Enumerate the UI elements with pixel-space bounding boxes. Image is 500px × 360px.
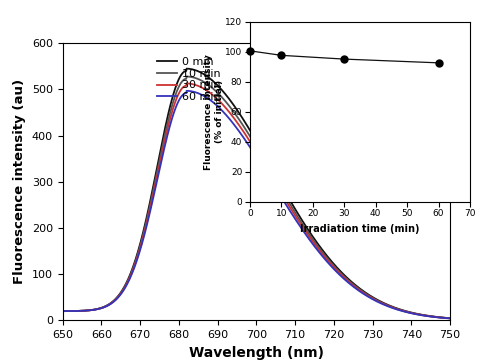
Legend: 0 min, 10 min, 30 min, 60 min: 0 min, 10 min, 30 min, 60 min bbox=[157, 57, 220, 102]
10 min bbox=[326, 258, 332, 262]
X-axis label: Irradiation time (min): Irradiation time (min) bbox=[300, 224, 420, 234]
30 min bbox=[326, 260, 332, 264]
60 min bbox=[447, 316, 453, 320]
Y-axis label: Fluorescence intensity
(% of initial): Fluorescence intensity (% of initial) bbox=[204, 54, 224, 170]
30 min bbox=[369, 296, 375, 300]
X-axis label: Wavelength (nm): Wavelength (nm) bbox=[189, 346, 324, 360]
0 min bbox=[216, 85, 222, 90]
10 min bbox=[60, 309, 66, 313]
0 min bbox=[230, 103, 236, 107]
60 min bbox=[99, 306, 105, 310]
60 min bbox=[362, 293, 368, 297]
10 min bbox=[230, 109, 236, 114]
60 min bbox=[216, 106, 222, 110]
10 min bbox=[216, 93, 222, 97]
10 min bbox=[362, 291, 368, 295]
Line: 0 min: 0 min bbox=[62, 69, 450, 318]
60 min bbox=[369, 297, 375, 301]
0 min bbox=[447, 316, 453, 320]
30 min bbox=[60, 309, 66, 313]
30 min bbox=[447, 316, 453, 320]
Line: 10 min: 10 min bbox=[62, 76, 450, 318]
Y-axis label: Fluorescence intensity (au): Fluorescence intensity (au) bbox=[13, 79, 26, 284]
10 min bbox=[369, 296, 375, 300]
0 min bbox=[60, 309, 66, 313]
30 min bbox=[99, 306, 105, 310]
0 min bbox=[369, 295, 375, 299]
60 min bbox=[60, 309, 66, 313]
60 min bbox=[326, 262, 332, 266]
0 min bbox=[326, 256, 332, 261]
60 min bbox=[230, 122, 236, 126]
Line: 30 min: 30 min bbox=[62, 84, 450, 318]
0 min bbox=[362, 290, 368, 294]
30 min bbox=[230, 116, 236, 120]
30 min bbox=[216, 99, 222, 103]
30 min bbox=[184, 81, 190, 86]
Line: 60 min: 60 min bbox=[62, 91, 450, 318]
30 min bbox=[362, 292, 368, 296]
60 min bbox=[184, 89, 190, 93]
10 min bbox=[184, 74, 190, 78]
10 min bbox=[99, 306, 105, 310]
0 min bbox=[184, 67, 190, 71]
10 min bbox=[447, 316, 453, 320]
0 min bbox=[99, 306, 105, 310]
